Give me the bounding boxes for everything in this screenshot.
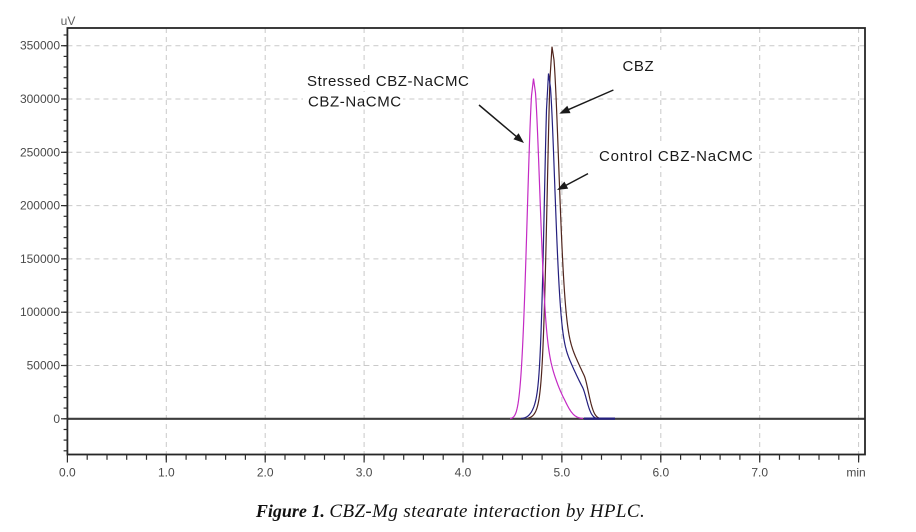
- svg-text:300000: 300000: [20, 92, 60, 106]
- svg-text:min: min: [846, 466, 865, 480]
- svg-text:250000: 250000: [20, 145, 60, 159]
- svg-text:200000: 200000: [20, 199, 60, 213]
- svg-text:CBZ: CBZ: [623, 58, 655, 75]
- svg-text:Control CBZ-NaCMC: Control CBZ-NaCMC: [599, 148, 753, 165]
- svg-text:3.0: 3.0: [356, 466, 373, 480]
- svg-text:4.0: 4.0: [455, 466, 472, 480]
- svg-text:350000: 350000: [20, 39, 60, 53]
- svg-text:7.0: 7.0: [751, 466, 768, 480]
- svg-text:uV: uV: [61, 14, 76, 28]
- svg-text:150000: 150000: [20, 252, 60, 266]
- svg-text:0.0: 0.0: [59, 466, 76, 480]
- svg-text:CBZ-NaCMC: CBZ-NaCMC: [308, 94, 402, 111]
- svg-text:1.0: 1.0: [158, 466, 175, 480]
- svg-text:Stressed CBZ-NaCMC: Stressed CBZ-NaCMC: [307, 73, 470, 90]
- svg-text:50000: 50000: [27, 359, 61, 373]
- svg-text:2.0: 2.0: [257, 466, 274, 480]
- svg-text:100000: 100000: [20, 305, 60, 319]
- svg-text:5.0: 5.0: [554, 466, 571, 480]
- svg-text:6.0: 6.0: [652, 466, 669, 480]
- svg-text:Figure 1. CBZ-Mg stearate inte: Figure 1. CBZ-Mg stearate interaction by…: [255, 501, 645, 522]
- svg-text:0: 0: [53, 412, 60, 426]
